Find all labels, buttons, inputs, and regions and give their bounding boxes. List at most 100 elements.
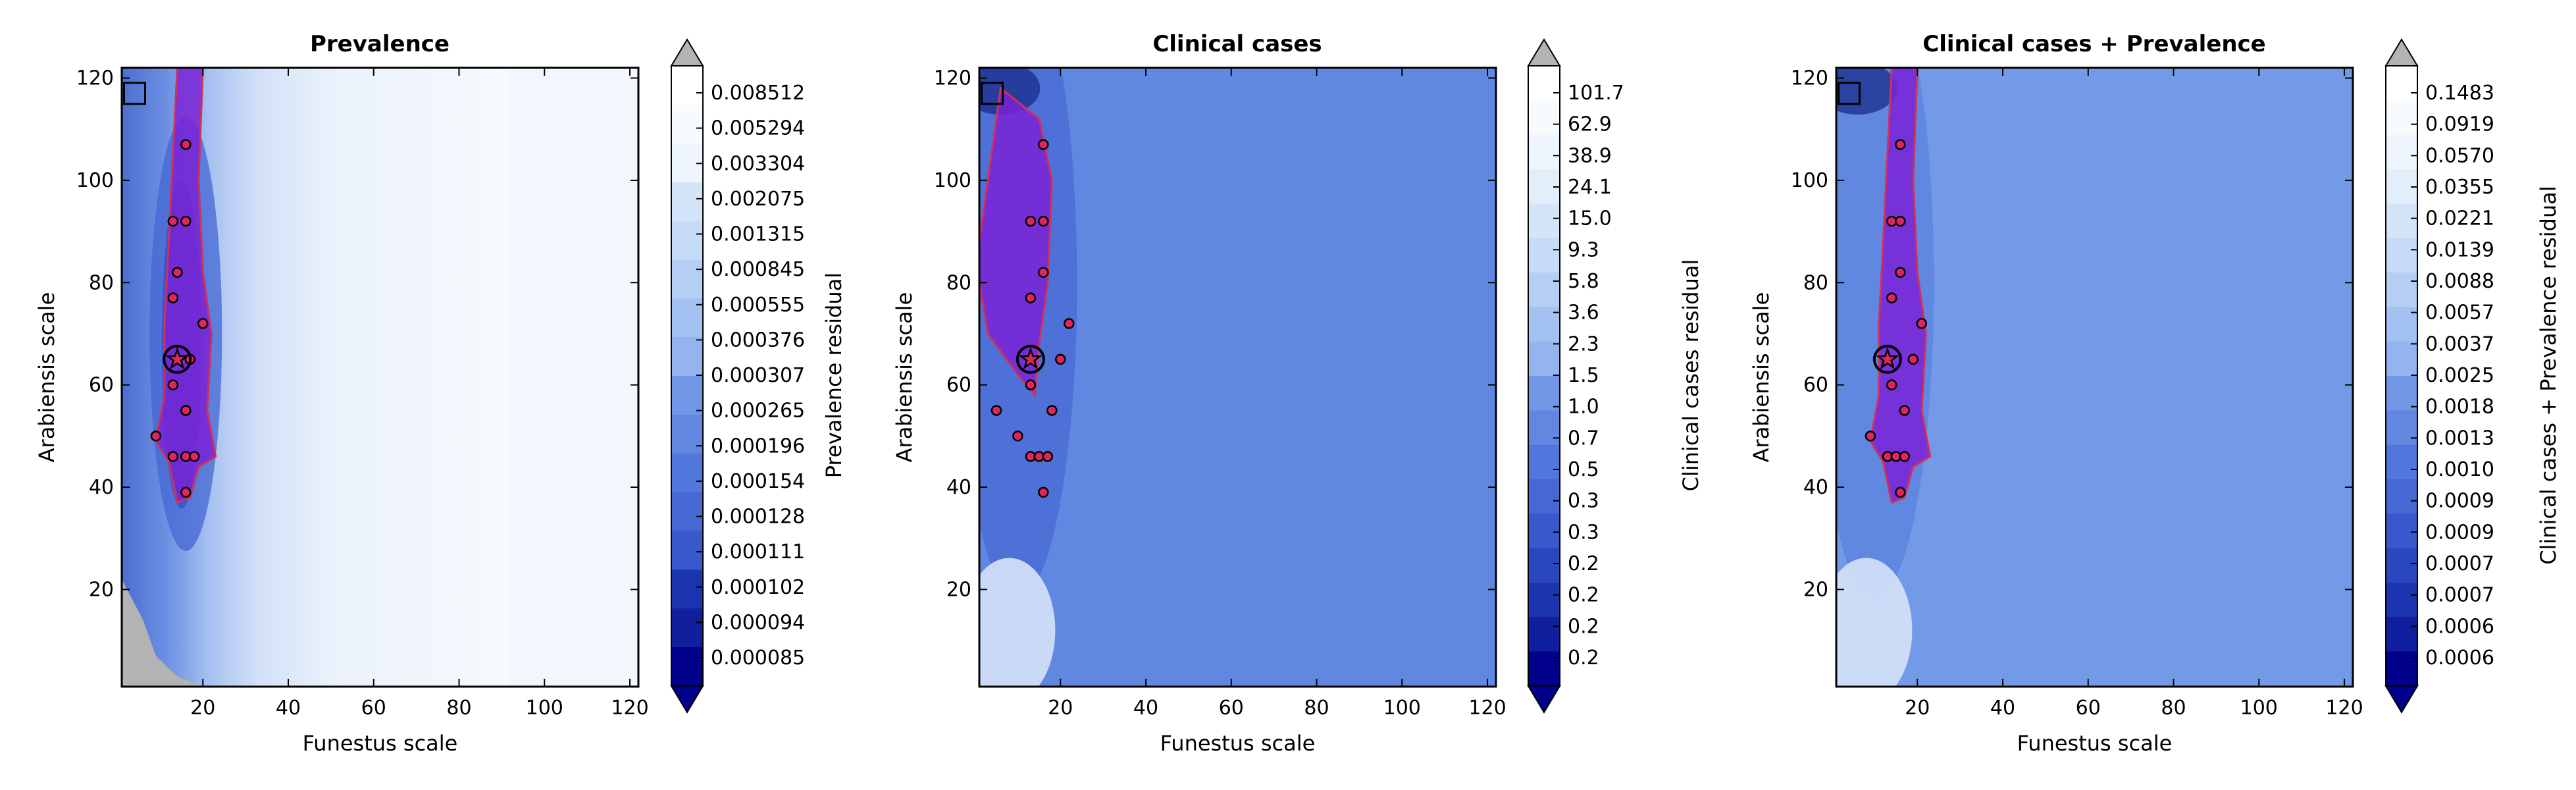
x-tick-label: 40 xyxy=(1990,697,2015,720)
colorbar-band xyxy=(671,66,703,105)
colorbar-band xyxy=(671,337,703,377)
top-point xyxy=(197,318,209,329)
top-point xyxy=(1886,292,1897,303)
colorbar-tick-label: 9.3 xyxy=(1568,238,1599,261)
colorbar-band xyxy=(1528,376,1560,411)
colorbar-tick-label: 62.9 xyxy=(1568,113,1612,136)
colorbar-tick-label: 0.0025 xyxy=(2425,364,2494,387)
colorbar-band xyxy=(671,531,703,570)
y-tick-label: 120 xyxy=(76,67,114,90)
colorbar-tick-label: 0.3 xyxy=(1568,521,1599,544)
colorbar-tick-label: 0.5 xyxy=(1568,458,1599,481)
colorbar-band xyxy=(2386,514,2417,549)
colorbar-tick-label: 24.1 xyxy=(1568,176,1612,199)
colorbar-band xyxy=(2386,100,2417,136)
x-tick-label: 40 xyxy=(276,697,301,720)
square-marker xyxy=(1837,82,1861,105)
y-tick-label: 80 xyxy=(89,271,114,294)
top-point xyxy=(1895,215,1906,227)
best-point-marker xyxy=(1872,344,1902,374)
x-tick-label: 60 xyxy=(1219,697,1244,720)
colorbar-tick-label: 0.0006 xyxy=(2425,646,2494,670)
colorbar-label: Clinical cases residual xyxy=(1678,259,1703,492)
colorbar-tick-label: 0.000154 xyxy=(711,470,805,493)
colorbar-band xyxy=(671,569,703,609)
top-point xyxy=(1055,354,1066,365)
colorbar-tick-label: 0.0355 xyxy=(2425,176,2494,199)
colorbar-band xyxy=(2386,444,2417,480)
x-tick-label: 40 xyxy=(1133,697,1158,720)
colorbar-tick-label: 0.000085 xyxy=(711,646,805,670)
colorbar-tick-label: 0.0010 xyxy=(2425,458,2494,481)
colorbar-band xyxy=(671,608,703,648)
colorbar-band xyxy=(1528,134,1560,170)
colorbar-band xyxy=(2386,66,2417,101)
x-tick-label: 100 xyxy=(2240,697,2278,720)
best-region-contour xyxy=(155,68,217,504)
top-point xyxy=(180,487,192,498)
colorbar-tick-label: 0.0006 xyxy=(2425,615,2494,638)
top-point xyxy=(1899,405,1911,416)
top-point xyxy=(189,451,200,462)
colorbar-band xyxy=(2386,410,2417,446)
colorbar-tick-label: 0.000307 xyxy=(711,364,805,387)
colorbar-band xyxy=(1528,66,1560,101)
colorbar-tick-label: 0.000111 xyxy=(711,540,805,564)
colorbar-tick-label: 0.0007 xyxy=(2425,552,2494,575)
heatmap-dark-corner xyxy=(1836,68,1897,115)
top-point xyxy=(1025,379,1037,390)
colorbar-band xyxy=(671,259,703,299)
colorbar-tick-label: 0.000555 xyxy=(711,294,805,317)
y-tick-label: 80 xyxy=(1803,271,1828,294)
chart-panel-2: 20 40 60 80 100 120 20 40 60 80 100 120 Clinical cas… xyxy=(892,31,1703,756)
chart-panel-3: 20 40 60 80 100 120 20 40 60 80 100 120 Clinical cas… xyxy=(1749,31,2561,756)
x-tick-label: 20 xyxy=(190,697,215,720)
colorbar-band xyxy=(671,453,703,493)
colorbar-tick-label: 0.7 xyxy=(1568,427,1599,450)
y-tick-label: 40 xyxy=(946,476,971,499)
y-tick-label: 100 xyxy=(1791,169,1828,192)
y-axis-label: Arabiensis scale xyxy=(1749,292,1774,463)
x-tick-label: 120 xyxy=(1468,697,1506,720)
top-point xyxy=(1038,487,1049,498)
x-axis-label: Funestus scale xyxy=(2017,731,2173,756)
square-marker xyxy=(980,82,1004,105)
colorbar-tick-label: 0.005294 xyxy=(711,117,805,140)
colorbar-band xyxy=(2386,583,2417,618)
x-tick-label: 80 xyxy=(2161,697,2186,720)
top-point xyxy=(1038,139,1049,150)
y-tick-label: 120 xyxy=(934,67,971,90)
colorbar-band xyxy=(2386,376,2417,411)
y-tick-label: 100 xyxy=(76,169,114,192)
x-tick-label: 60 xyxy=(361,697,386,720)
colorbar-tick-label: 101.7 xyxy=(1568,82,1624,105)
best-point-star xyxy=(1875,346,1899,369)
best-point-marker xyxy=(1016,344,1045,374)
x-tick-label: 120 xyxy=(611,697,648,720)
colorbar-band xyxy=(2386,134,2417,170)
colorbar-band xyxy=(671,221,703,260)
top-point xyxy=(1025,215,1037,227)
colorbar-tick-label: 0.0007 xyxy=(2425,584,2494,607)
colorbar-band xyxy=(671,492,703,531)
colorbar-tick-label: 0.0037 xyxy=(2425,332,2494,356)
x-axis-label: Funestus scale xyxy=(303,731,458,756)
x-tick-label: 20 xyxy=(1905,697,1930,720)
top-point xyxy=(1038,267,1049,278)
y-tick-label: 120 xyxy=(1791,67,1828,90)
top-point xyxy=(1038,215,1049,227)
colorbar-band xyxy=(1528,617,1560,652)
colorbar-band xyxy=(1528,548,1560,583)
colorbar-extend-low xyxy=(2384,685,2419,714)
x-axis-label: Funestus scale xyxy=(1160,731,1316,756)
colorbar-tick-label: 0.0013 xyxy=(2425,427,2494,450)
top-point xyxy=(1046,405,1058,416)
top-point xyxy=(1063,318,1075,329)
colorbar-tick-label: 0.1483 xyxy=(2425,82,2494,105)
colorbar-band xyxy=(671,104,703,144)
top-point xyxy=(1886,379,1897,390)
colorbar-tick-label: 0.0919 xyxy=(2425,113,2494,136)
colorbar-band xyxy=(1528,341,1560,377)
top-point xyxy=(1907,354,1919,365)
